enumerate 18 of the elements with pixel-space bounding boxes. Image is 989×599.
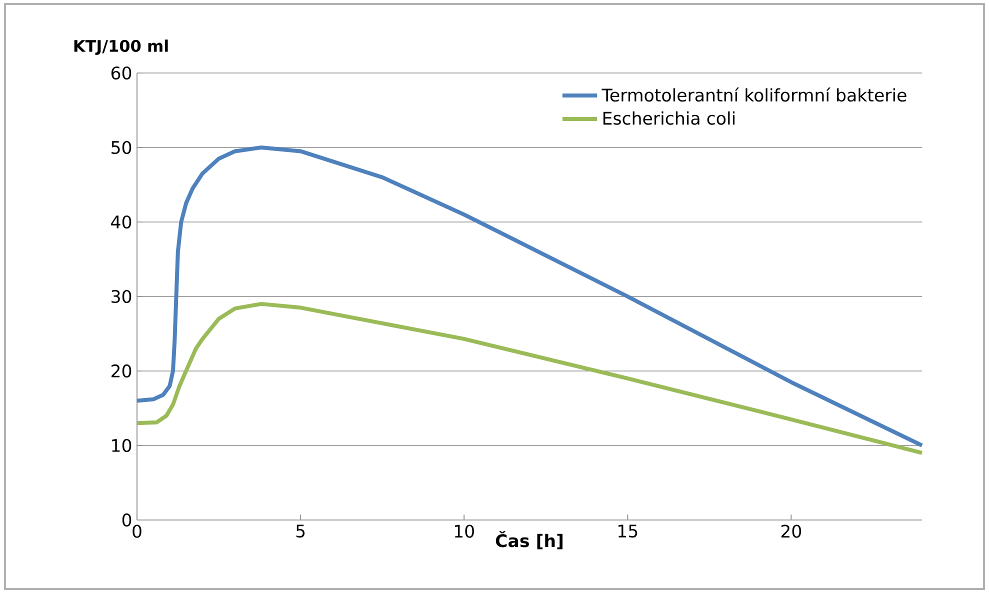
y-tick-label: 20	[112, 364, 132, 378]
y-tick-label: 60	[111, 66, 132, 80]
y-tick-label: 50	[112, 140, 132, 154]
y-tick-label: 30	[112, 290, 132, 304]
y-axis-title: KTJ/100 ml	[74, 40, 168, 55]
legend-label: Escherichia coli	[603, 111, 735, 125]
x-tick-label: 5	[296, 524, 305, 538]
legend-label: Termotolerantní koliformní bakterie	[602, 88, 906, 102]
x-tick-label: 10	[454, 524, 474, 538]
x-tick-label: 15	[618, 524, 638, 538]
line-series	[135, 302, 924, 455]
x-tick-label: 0	[132, 524, 142, 538]
line-series	[135, 145, 924, 448]
y-tick-label: 10	[112, 438, 132, 452]
y-tick-label: 0	[122, 513, 132, 527]
x-tick-label: 20	[781, 524, 802, 538]
y-tick-label: 40	[111, 215, 132, 229]
x-axis-title: Čas [h]	[496, 530, 562, 550]
